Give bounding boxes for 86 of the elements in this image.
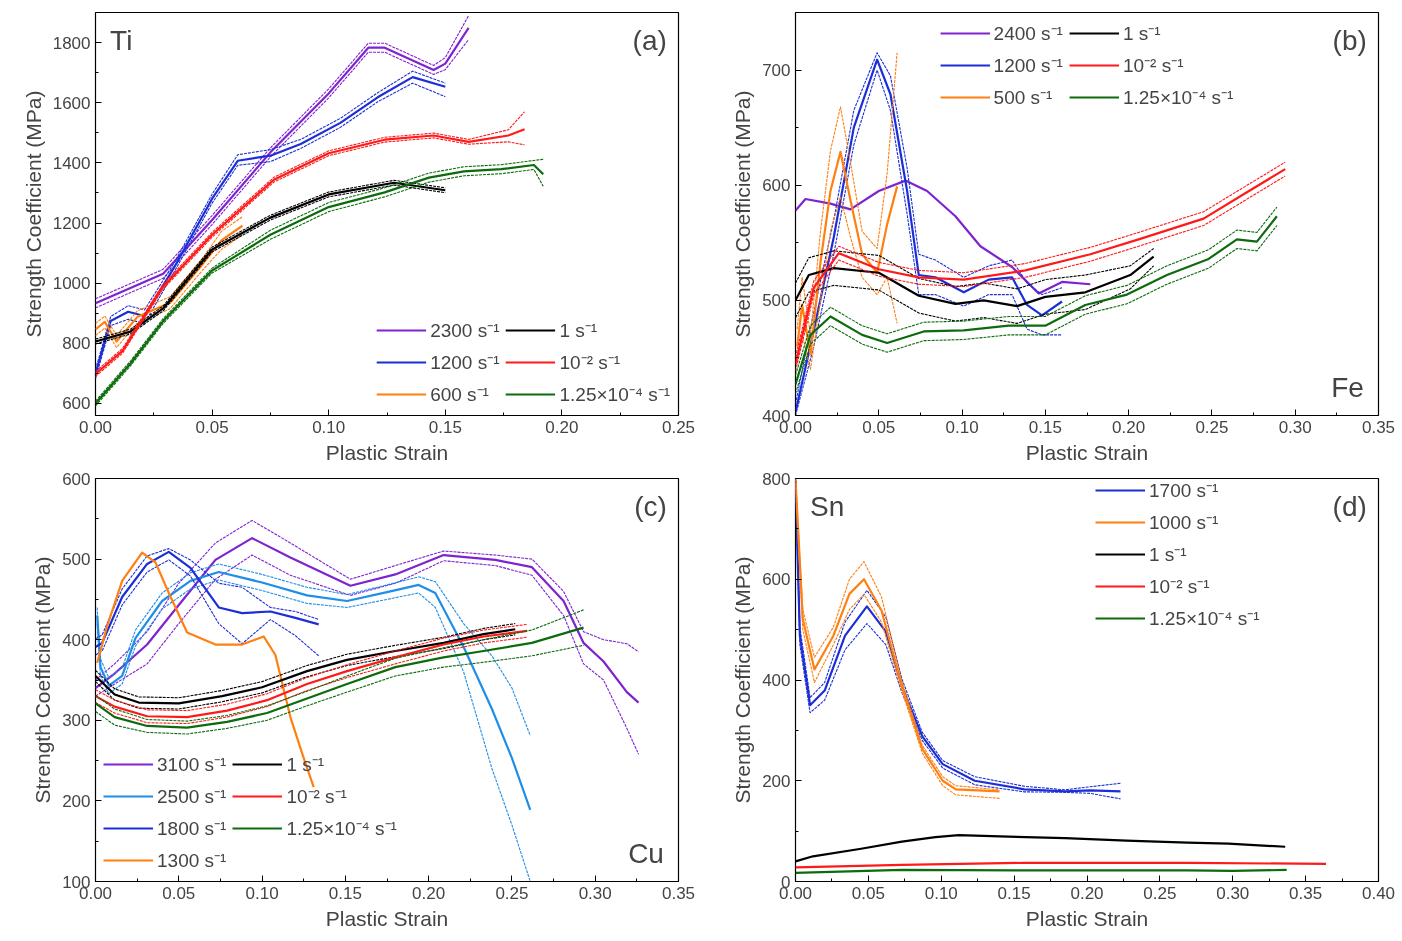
x-tick-label: 0.05 xyxy=(162,883,196,903)
y-tick-label: 400 xyxy=(762,671,791,690)
x-tick-label: 0.30 xyxy=(1216,883,1250,903)
legend-label: 1 s⁻¹ xyxy=(559,319,598,343)
legend-label: 1.25×10⁻⁴ s⁻¹ xyxy=(1122,86,1234,110)
annotation: Sn xyxy=(810,490,845,522)
x-tick-label: 0.10 xyxy=(312,417,346,437)
y-tick-label: 800 xyxy=(62,334,91,354)
x-tick-label: 0.35 xyxy=(1289,883,1323,903)
chart-title: (a) xyxy=(632,24,667,56)
x-tick-label: 0.15 xyxy=(997,883,1031,903)
x-tick-label: 0.30 xyxy=(1278,417,1312,437)
x-tick-label: 0.15 xyxy=(1028,417,1062,437)
x-tick-label: 0.05 xyxy=(862,417,896,437)
y-tick-label: 200 xyxy=(62,791,91,811)
x-tick-label: 0.05 xyxy=(195,417,229,437)
annotation: Ti xyxy=(110,24,133,56)
y-tick-label: 800 xyxy=(762,469,791,489)
x-tick-label: 0.20 xyxy=(412,883,446,903)
legend-label: 1700 s⁻¹ xyxy=(1149,479,1219,503)
y-tick-label: 1000 xyxy=(52,274,91,294)
legend-label: 1 s⁻¹ xyxy=(1122,22,1161,46)
legend-label: 2500 s⁻¹ xyxy=(157,785,227,809)
y-tick-label: 400 xyxy=(62,630,91,650)
annotation: Cu xyxy=(628,838,664,870)
legend-label: 600 s⁻¹ xyxy=(430,383,489,407)
y-axis-title: Strength Coefficient (MPa) xyxy=(731,556,755,804)
x-tick-label: 0.25 xyxy=(661,417,696,437)
x-tick-label: 0.20 xyxy=(545,417,579,437)
chart-title: (b) xyxy=(1332,24,1367,56)
annotation: Fe xyxy=(1331,372,1364,404)
x-tick-label: 0.20 xyxy=(1112,417,1146,437)
y-tick-label: 600 xyxy=(762,176,791,196)
legend-label: 2300 s⁻¹ xyxy=(430,319,500,343)
legend-label: 1200 s⁻¹ xyxy=(993,54,1063,78)
legend-label: 1 s⁻¹ xyxy=(1149,543,1187,567)
x-axis-title: Plastic Strain xyxy=(325,440,449,464)
y-tick-label: 600 xyxy=(62,469,91,489)
chart-title: (d) xyxy=(1332,490,1367,522)
legend-label: 2400 s⁻¹ xyxy=(993,22,1063,46)
x-tick-label: 0.25 xyxy=(495,883,529,903)
x-tick-label: 0.25 xyxy=(1195,417,1229,437)
x-axis-title: Plastic Strain xyxy=(325,906,449,930)
legend-label: 10⁻² s⁻¹ xyxy=(1149,575,1210,599)
y-tick-label: 600 xyxy=(62,394,91,414)
y-tick-label: 300 xyxy=(62,711,91,731)
y-tick-label: 200 xyxy=(762,771,791,791)
x-axis-title: Plastic Strain xyxy=(1025,906,1149,930)
legend-label: 10⁻² s⁻¹ xyxy=(559,351,621,375)
x-tick-label: 0.10 xyxy=(945,417,979,437)
x-tick-label: 0.10 xyxy=(245,883,279,903)
legend-label: 1300 s⁻¹ xyxy=(157,849,227,873)
legend-label: 1800 s⁻¹ xyxy=(157,817,227,841)
legend-label: 1.25×10⁻⁴ s⁻¹ xyxy=(559,383,670,407)
y-axis-title: Strength Coefficient (MPa) xyxy=(21,90,45,338)
legend-label: 1000 s⁻¹ xyxy=(1149,511,1219,535)
legend-label: 500 s⁻¹ xyxy=(993,86,1053,110)
legend-label: 10⁻² s⁻¹ xyxy=(1122,54,1184,78)
x-tick-label: 0.15 xyxy=(328,883,362,903)
legend-label: 3100 s⁻¹ xyxy=(157,753,227,777)
x-axis-title: Plastic Strain xyxy=(1025,440,1149,464)
y-tick-label: 500 xyxy=(762,291,791,311)
y-tick-label: 1200 xyxy=(52,214,91,234)
legend-label: 1.25×10⁻⁴ s⁻¹ xyxy=(286,817,397,841)
x-tick-label: 0.10 xyxy=(924,883,958,903)
legend-label: 10⁻² s⁻¹ xyxy=(286,785,347,809)
y-tick-label: 1600 xyxy=(52,93,91,113)
x-tick-label: 0.25 xyxy=(1143,883,1177,903)
chart-title: (c) xyxy=(634,490,667,522)
x-tick-label: 0.30 xyxy=(578,883,612,903)
x-tick-label: 0.35 xyxy=(661,883,696,903)
y-tick-label: 1800 xyxy=(52,33,91,53)
legend-label: 1200 s⁻¹ xyxy=(430,351,500,375)
x-tick-label: 0.15 xyxy=(428,417,462,437)
x-tick-label: 0.00 xyxy=(78,417,113,437)
y-tick-label: 700 xyxy=(762,61,791,81)
y-tick-label: 500 xyxy=(62,550,91,570)
y-tick-label: 1400 xyxy=(52,153,91,173)
y-tick-label: 600 xyxy=(762,570,791,590)
legend-label: 1.25×10⁻⁴ s⁻¹ xyxy=(1149,607,1260,631)
x-tick-label: 0.40 xyxy=(1361,883,1396,903)
x-tick-label: 0.05 xyxy=(851,883,885,903)
y-axis-title: Strength Coefficient (MPa) xyxy=(31,556,55,804)
x-tick-label: 0.20 xyxy=(1070,883,1104,903)
y-axis-title: Strength Coefficient (MPa) xyxy=(731,90,755,338)
x-tick-label: 0.35 xyxy=(1361,417,1396,437)
